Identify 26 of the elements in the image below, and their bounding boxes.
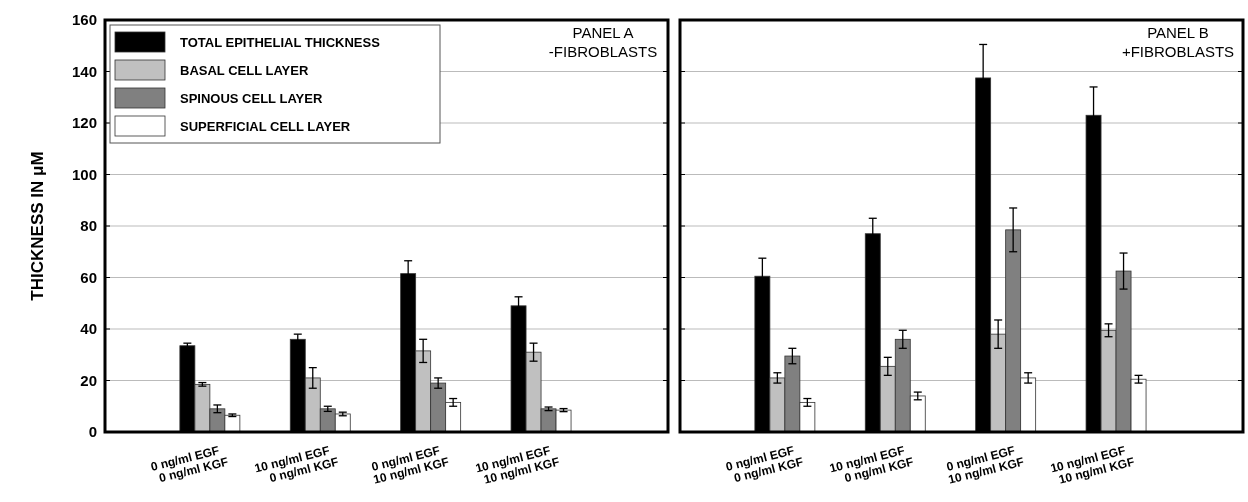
- x-tick-label: 0 ng/ml EGF 0 ng/ml KGF: [149, 443, 230, 486]
- chart-title: PANEL A: [572, 24, 634, 41]
- y-tick-label: 20: [80, 371, 97, 389]
- chart-title: PANEL B: [1147, 24, 1209, 41]
- y-tick-label: 100: [71, 165, 97, 183]
- text: +FIBROBLASTS: [1121, 43, 1235, 60]
- legend-label: BASAL CELL LAYER: [180, 62, 309, 78]
- text: -FIBROBLASTS: [548, 43, 658, 60]
- x-tick-label: 10 ng/ml EGF 0 ng/ml KGF: [253, 443, 340, 486]
- y-tick-label: 140: [71, 62, 97, 80]
- legend-label: SPINOUS CELL LAYER: [180, 90, 323, 106]
- legend-label: SUPERFICIAL CELL LAYER: [180, 118, 351, 134]
- x-tick-label: 10 ng/ml EGF 0 ng/ml KGF: [828, 443, 915, 486]
- y-tick-label: 60: [80, 268, 97, 286]
- x-tick-label: 0 ng/ml EGF 10 ng/ml KGF: [370, 443, 451, 487]
- y-tick-label: 40: [80, 320, 97, 338]
- y-tick-label: 80: [80, 217, 97, 235]
- y-axis-title: THICKNESS IN μM: [28, 151, 47, 301]
- y-tick-label: 0: [88, 423, 97, 441]
- x-tick-label: 0 ng/ml EGF 0 ng/ml KGF: [724, 443, 805, 486]
- x-tick-label: 0 ng/ml EGF 10 ng/ml KGF: [945, 443, 1026, 487]
- legend-label: TOTAL EPITHELIAL THICKNESS: [180, 34, 381, 50]
- y-tick-label: 120: [71, 114, 97, 132]
- x-tick-label: 10 ng/ml EGF 10 ng/ml KGF: [1048, 443, 1136, 487]
- y-tick-label: 160: [71, 11, 97, 29]
- x-tick-label: 10 ng/ml EGF 10 ng/ml KGF: [473, 443, 561, 487]
